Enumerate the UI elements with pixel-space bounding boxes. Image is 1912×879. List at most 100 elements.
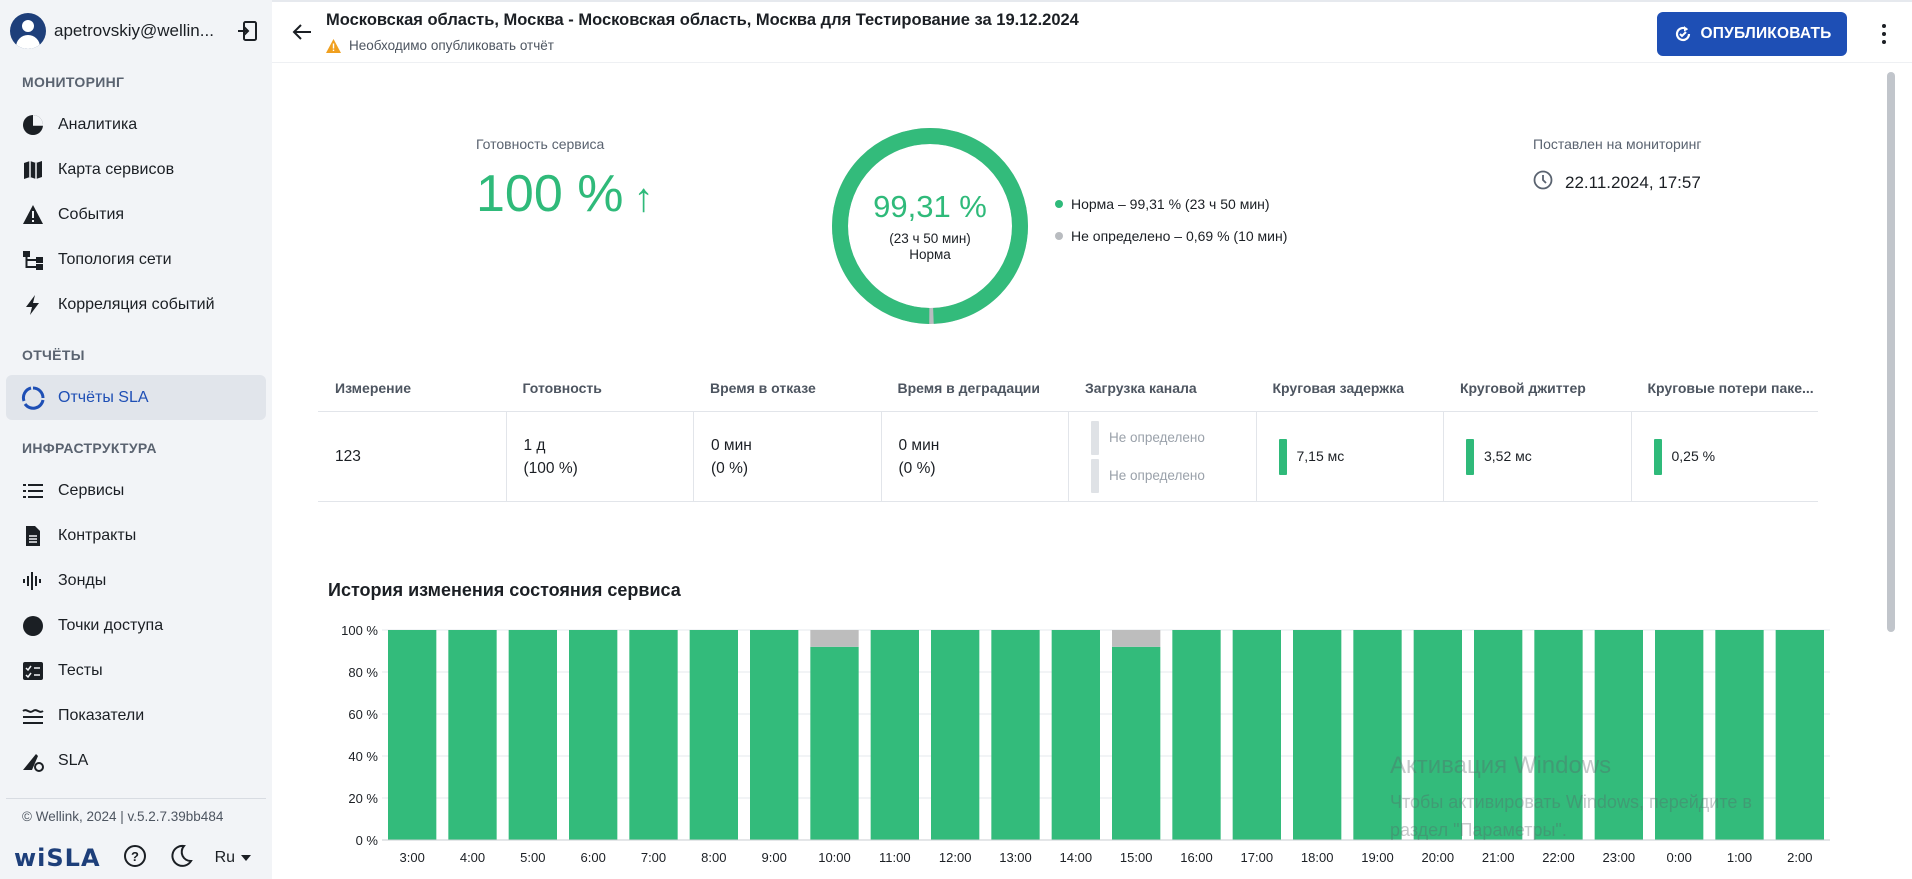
sidebar-item-sla-reports[interactable]: Отчёты SLA — [6, 375, 266, 420]
checklist-icon — [20, 658, 46, 684]
table-row[interactable]: 123 1 д (100 %) 0 мин (0 %) 0 мин (0 %) … — [318, 411, 1818, 502]
watermark-line: раздел "Параметры". — [1390, 820, 1567, 840]
legend-dot — [1055, 200, 1063, 208]
readiness-value: 100 % — [476, 165, 624, 223]
x-tick-label: 22:00 — [1542, 850, 1575, 865]
x-tick-label: 13:00 — [999, 850, 1032, 865]
legend-item: Не определено – 0,69 % (10 мин) — [1055, 228, 1287, 244]
lightning-icon — [20, 292, 46, 318]
chart-title: История изменения состояния сервиса — [328, 580, 681, 600]
legend-text: Норма – 99,31 % (23 ч 50 мин) — [1071, 196, 1270, 212]
loss-value: 0,25 % — [1671, 448, 1716, 464]
failure-duration: 0 мин — [711, 436, 752, 454]
column-header[interactable]: Время в отказе — [710, 380, 816, 396]
watermark-title: Активация Windows — [1390, 752, 1612, 779]
bar-norm — [1172, 630, 1221, 840]
signal-icon — [20, 568, 46, 594]
column-header[interactable]: Загрузка канала — [1085, 380, 1197, 396]
donut-center: 99,31 % (23 ч 50 мин) Норма — [830, 126, 1030, 326]
language-select[interactable]: Ru — [214, 849, 252, 867]
publish-button[interactable]: ОПУБЛИКОВАТЬ — [1657, 12, 1847, 56]
x-tick-label: 14:00 — [1060, 850, 1093, 865]
x-tick-label: 9:00 — [762, 850, 787, 865]
column-header[interactable]: Круговая задержка — [1272, 380, 1404, 396]
table-header: Измерение Готовность Время в отказе Врем… — [318, 365, 1818, 411]
bar-norm — [388, 630, 437, 840]
sidebar-item-label: SLA — [58, 751, 89, 769]
avatar[interactable] — [10, 13, 46, 49]
monitor-value: 22.11.2024, 17:57 — [1565, 172, 1701, 192]
bar-norm — [991, 630, 1040, 840]
bar-norm — [1594, 630, 1643, 840]
y-tick-label: 0 % — [356, 833, 379, 848]
donut-legend: Норма – 99,31 % (23 ч 50 мин) Не определ… — [1055, 196, 1287, 260]
bar-norm — [1715, 630, 1764, 840]
donut-value: 99,31 % — [873, 189, 987, 224]
moon-icon[interactable] — [169, 844, 193, 873]
load-metric: Не определено — [1091, 419, 1256, 457]
sidebar-item-label: Отчёты SLA — [58, 388, 149, 406]
scrollbar[interactable] — [1887, 72, 1895, 632]
sidebar-item-sla[interactable]: SLA — [6, 738, 266, 783]
y-tick-label: 60 % — [348, 707, 378, 722]
logout-icon[interactable] — [234, 18, 260, 44]
bar-norm — [1112, 646, 1161, 840]
chevron-down-icon — [241, 855, 252, 861]
service-readiness: Готовность сервиса 100 % ↑ — [476, 136, 653, 224]
metric-bar — [1653, 438, 1662, 475]
wave-lines-icon — [20, 703, 46, 729]
x-tick-label: 10:00 — [818, 850, 851, 865]
watermark-line: Чтобы активировать Windows, перейдите в — [1390, 792, 1752, 812]
warning-icon — [326, 38, 341, 53]
map-icon — [20, 157, 46, 183]
bar-norm — [750, 630, 799, 840]
readiness-duration: 1 д — [523, 436, 546, 454]
sidebar-item-services[interactable]: Сервисы — [6, 468, 266, 513]
column-header[interactable]: Измерение — [335, 380, 412, 396]
cell-failure: 0 мин (0 %) — [693, 412, 881, 501]
column-header[interactable]: Время в деградации — [897, 380, 1041, 396]
readiness-percent: (100 %) — [523, 459, 578, 477]
x-tick-label: 12:00 — [939, 850, 972, 865]
x-tick-label: 15:00 — [1120, 850, 1153, 865]
measure-value: 123 — [335, 448, 361, 465]
publish-icon — [1675, 26, 1690, 42]
monitor-label: Поставлен на мониторинг — [1533, 136, 1702, 152]
donut-duration: (23 ч 50 мин) — [889, 231, 971, 246]
sidebar-item-label: События — [58, 205, 125, 223]
sidebar-item-label: Зонды — [58, 571, 107, 589]
column-header[interactable]: Круговой джиттер — [1460, 380, 1586, 396]
load-metric: Не определено — [1091, 457, 1256, 495]
state-history-chart: 0 % 20 % 40 % 60 % 80 % 100 % 3:00 4:00 5:00 6:00… — [341, 623, 1830, 865]
bar-norm — [689, 630, 738, 840]
sidebar-item-contracts[interactable]: Контракты — [6, 513, 266, 558]
column-header[interactable]: Круговые потери паке... — [1647, 380, 1814, 396]
sidebar-item-label: Контракты — [58, 526, 137, 544]
more-menu-icon[interactable] — [1872, 22, 1896, 46]
x-tick-label: 1:00 — [1727, 850, 1752, 865]
bar-norm — [1293, 630, 1342, 840]
page-title: Московская область, Москва - Московская … — [326, 11, 1079, 29]
back-arrow-icon[interactable] — [290, 20, 316, 46]
language-value: Ru — [214, 849, 236, 866]
sidebar-item-analytics[interactable]: Аналитика — [6, 102, 266, 147]
list-icon — [20, 478, 46, 504]
sidebar-item-probes[interactable]: Зонды — [6, 558, 266, 603]
metric-bar — [1466, 438, 1474, 475]
cell-delay: 7,15 мс — [1255, 412, 1444, 501]
column-header[interactable]: Готовность — [522, 380, 602, 396]
sidebar-item-access-points[interactable]: Точки доступа — [6, 603, 266, 648]
sidebar-item-tests[interactable]: Тесты — [6, 648, 266, 693]
warning-text: Необходимо опубликовать отчёт — [349, 38, 554, 53]
sidebar-item-topology[interactable]: Топология сети — [6, 237, 266, 282]
sidebar-item-events[interactable]: События — [6, 192, 266, 237]
sidebar-item-indicators[interactable]: Показатели — [6, 693, 266, 738]
legend-text: Не определено – 0,69 % (10 мин) — [1071, 228, 1288, 244]
x-tick-label: 16:00 — [1180, 850, 1213, 865]
cell-readiness: 1 д (100 %) — [505, 412, 694, 501]
sidebar-item-correlation[interactable]: Корреляция событий — [6, 282, 266, 327]
sidebar-item-service-map[interactable]: Карта сервисов — [6, 147, 266, 192]
help-icon[interactable]: ? — [123, 844, 147, 873]
report-content — [272, 62, 1912, 879]
user-block: apetrovskiy@wellin... — [0, 0, 272, 62]
